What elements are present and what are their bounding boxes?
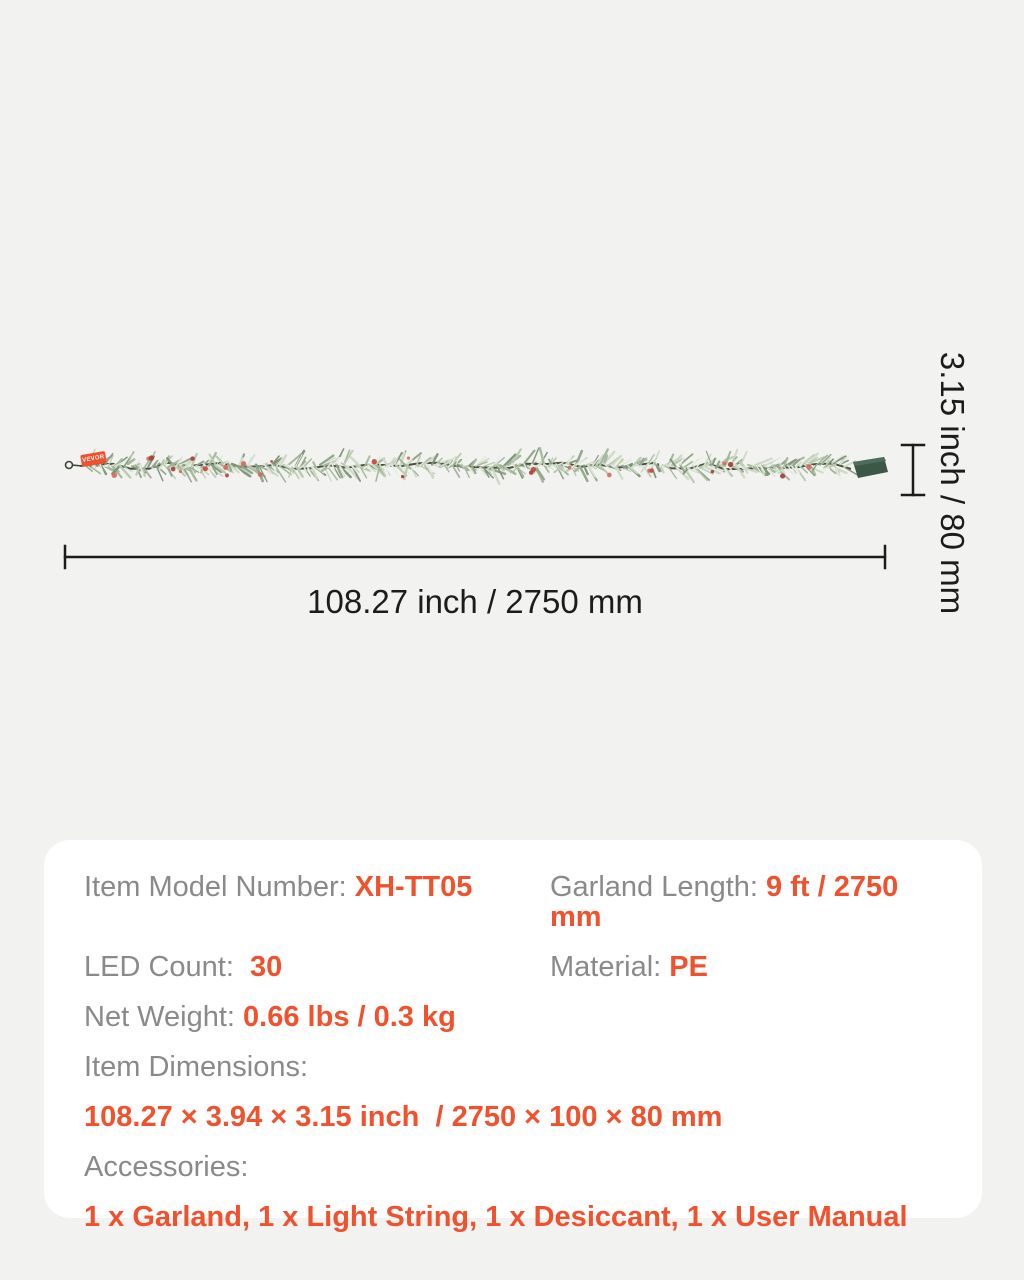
length-dimension-line — [63, 544, 887, 570]
spec-net-weight: Net Weight: 0.66 lbs / 0.3 kg — [84, 1002, 952, 1032]
spec-value-item-dimensions: 108.27 × 3.94 × 3.15 inch / 2750 × 100 ×… — [84, 1101, 723, 1133]
spec-item-dimensions-value: 108.27 × 3.94 × 3.15 inch / 2750 × 100 ×… — [84, 1102, 952, 1132]
spec-label-item-dimensions: Item Dimensions: — [84, 1051, 309, 1083]
spec-row-2: LED Count: 30 Material: PE — [84, 952, 952, 982]
spec-value-led-count: 30 — [250, 951, 283, 983]
spec-item-model-number: Item Model Number: XH-TT05 — [84, 872, 550, 932]
height-dimension-label: 3.15 inch / 80 mm — [934, 351, 971, 615]
spec-label-net-weight: Net Weight: — [84, 1001, 244, 1033]
spec-value-model: XH-TT05 — [354, 871, 473, 903]
spec-label-garland-length: Garland Length: — [550, 871, 767, 903]
spec-label-led-count: LED Count: — [84, 951, 251, 983]
spec-value-accessories: 1 x Garland, 1 x Light String, 1 x Desic… — [84, 1201, 908, 1233]
spec-value-net-weight: 0.66 lbs / 0.3 kg — [243, 1001, 456, 1033]
spec-item-dimensions-label: Item Dimensions: — [84, 1052, 952, 1082]
spec-value-garland-length: 9 ft / 2750 mm — [550, 871, 907, 933]
garland-illustration — [64, 447, 888, 486]
length-dimension-label: 108.27 inch / 2750 mm — [307, 583, 643, 620]
spec-led-count: LED Count: 30 — [84, 952, 550, 982]
spec-label-accessories: Accessories: — [84, 1151, 249, 1183]
spec-accessories-value: 1 x Garland, 1 x Light String, 1 x Desic… — [84, 1202, 952, 1232]
spec-accessories-label: Accessories: — [84, 1152, 952, 1182]
spec-label-model: Item Model Number: — [84, 871, 355, 903]
height-dimension-line — [900, 443, 926, 497]
spec-material: Material: PE — [550, 952, 952, 982]
spec-label-material: Material: — [550, 951, 670, 983]
spec-value-material: PE — [669, 951, 708, 983]
spec-garland-length: Garland Length: 9 ft / 2750 mm — [550, 872, 952, 932]
spec-row-1: Item Model Number: XH-TT05 Garland Lengt… — [84, 872, 952, 932]
spec-panel: Item Model Number: XH-TT05 Garland Lengt… — [44, 840, 982, 1232]
